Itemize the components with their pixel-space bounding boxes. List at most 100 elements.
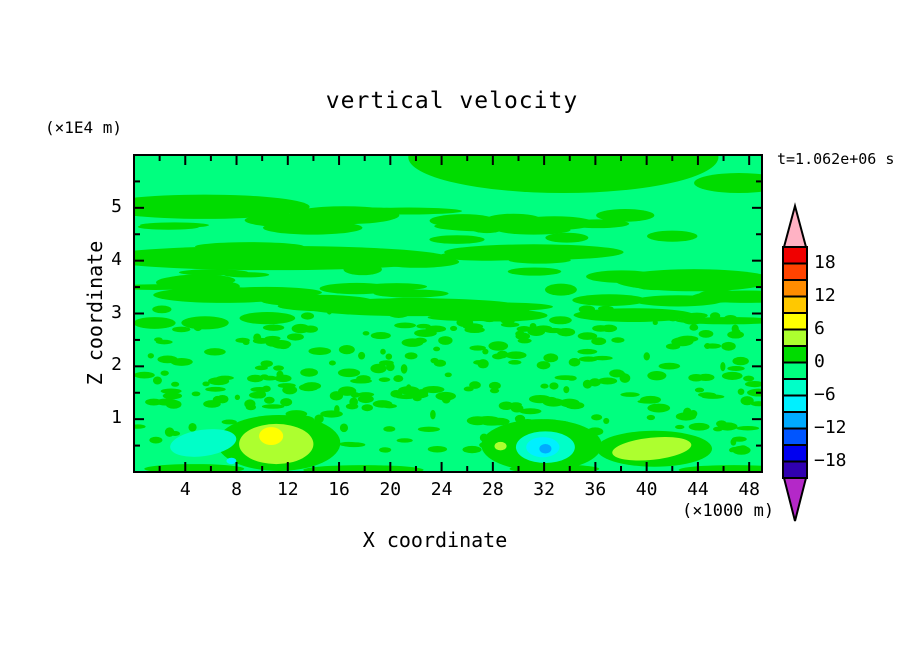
texture-blob	[329, 391, 344, 401]
colorbar-segment	[782, 246, 808, 265]
texture-blob	[248, 391, 266, 399]
texture-blob	[291, 323, 310, 334]
texture-blob	[165, 399, 182, 409]
texture-blob	[262, 324, 285, 331]
texture-blob	[540, 383, 549, 389]
texture-blob	[244, 399, 256, 409]
texture-blob	[373, 289, 449, 298]
x-tick-label: 4	[179, 479, 191, 500]
colorbar-bottom-arrow	[782, 477, 808, 522]
texture-blob	[393, 375, 404, 383]
texture-blob	[394, 322, 416, 329]
chart-title: vertical velocity	[325, 88, 579, 114]
texture-blob	[398, 386, 420, 395]
texture-blob	[563, 386, 570, 394]
texture-blob	[160, 388, 182, 394]
texture-blob	[544, 396, 558, 404]
texture-blob	[172, 326, 191, 333]
texture-blob	[519, 408, 542, 415]
texture-blob	[357, 394, 374, 404]
texture-blob	[188, 422, 197, 432]
texture-blob	[204, 348, 226, 356]
texture-blob	[559, 398, 580, 408]
texture-blob	[515, 332, 531, 340]
texture-blob	[234, 394, 240, 401]
x-tick-label: 16	[328, 479, 350, 500]
texture-blob	[427, 445, 448, 453]
texture-blob	[370, 363, 387, 374]
texture-blob	[433, 359, 447, 367]
texture-blob	[658, 362, 681, 370]
y-tick-label: 2	[111, 354, 122, 376]
texture-blob	[591, 414, 603, 421]
contour-feature	[289, 206, 400, 225]
texture-blob	[603, 417, 610, 425]
texture-blob	[252, 337, 270, 344]
x-tick-label: 12	[276, 479, 299, 500]
contour-feature	[694, 172, 762, 194]
texture-blob	[198, 319, 215, 325]
y-tick-label: 5	[111, 195, 122, 217]
texture-blob	[731, 436, 747, 442]
texture-blob	[609, 369, 625, 378]
texture-blob	[337, 368, 361, 378]
colorbar-tick-label: 6	[814, 317, 825, 339]
texture-blob	[675, 424, 685, 430]
texture-blob	[152, 376, 162, 385]
colorbar-segment	[782, 460, 808, 479]
texture-blob	[425, 325, 447, 333]
texture-blob	[356, 375, 371, 382]
colorbar-segment	[782, 345, 808, 364]
x-tick-label: 40	[635, 479, 658, 500]
contour-feature	[614, 269, 762, 292]
texture-blob	[134, 284, 193, 291]
texture-blob	[308, 347, 332, 355]
texture-blob	[510, 404, 524, 413]
texture-blob	[505, 351, 527, 359]
texture-blob	[265, 338, 281, 347]
texture-blob	[205, 386, 226, 392]
y-tick-label: 3	[111, 301, 122, 323]
colorbar-segment	[782, 361, 808, 380]
texture-blob	[338, 344, 355, 355]
texture-blob	[349, 397, 358, 407]
texture-blob	[543, 353, 559, 363]
texture-blob	[591, 337, 607, 346]
texture-blob	[372, 400, 393, 408]
texture-blob	[261, 404, 285, 409]
texture-blob	[488, 381, 501, 390]
texture-blob	[536, 361, 551, 370]
texture-blob	[212, 395, 223, 404]
texture-blob	[545, 232, 589, 243]
texture-blob	[704, 342, 711, 350]
texture-blob	[698, 329, 714, 338]
texture-blob	[400, 364, 408, 374]
texture-blob	[383, 426, 396, 432]
colorbar-segment	[782, 427, 808, 446]
contour-feature	[134, 194, 310, 219]
texture-blob	[736, 426, 760, 431]
texture-blob	[647, 370, 667, 381]
texture-blob	[507, 267, 562, 276]
texture-blob	[162, 392, 183, 400]
texture-blob	[438, 336, 453, 345]
texture-blob	[342, 442, 366, 448]
contour-feature	[509, 464, 600, 472]
colorbar-tick-label: −12	[814, 416, 847, 438]
texture-blob	[191, 391, 201, 397]
contour-feature	[494, 441, 507, 451]
texture-blob	[732, 356, 749, 366]
texture-blob	[462, 445, 482, 454]
texture-blob	[572, 294, 647, 306]
texture-blob	[646, 414, 656, 421]
colorbar-segment	[782, 411, 808, 430]
texture-blob	[413, 337, 427, 344]
time-stamp-label: t=1.062e+06 s	[777, 150, 895, 168]
texture-blob	[732, 445, 751, 455]
texture-blob	[744, 381, 762, 388]
texture-blob	[134, 371, 155, 379]
texture-blob	[577, 332, 598, 340]
texture-blob	[216, 375, 234, 381]
